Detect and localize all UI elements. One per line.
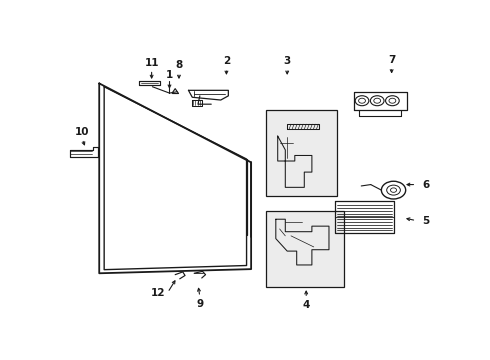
Text: 8: 8 <box>175 60 183 70</box>
Bar <box>267 211 344 287</box>
Text: 5: 5 <box>422 216 429 226</box>
Text: 12: 12 <box>151 288 165 298</box>
Bar <box>267 110 337 195</box>
Text: 10: 10 <box>75 127 89 137</box>
Text: 7: 7 <box>388 55 395 65</box>
Text: 11: 11 <box>145 58 159 68</box>
Text: 9: 9 <box>196 299 203 309</box>
Text: 1: 1 <box>166 70 173 80</box>
Text: 2: 2 <box>223 56 230 66</box>
Text: 6: 6 <box>422 180 429 190</box>
Text: 3: 3 <box>284 56 291 66</box>
Text: 4: 4 <box>302 300 310 310</box>
